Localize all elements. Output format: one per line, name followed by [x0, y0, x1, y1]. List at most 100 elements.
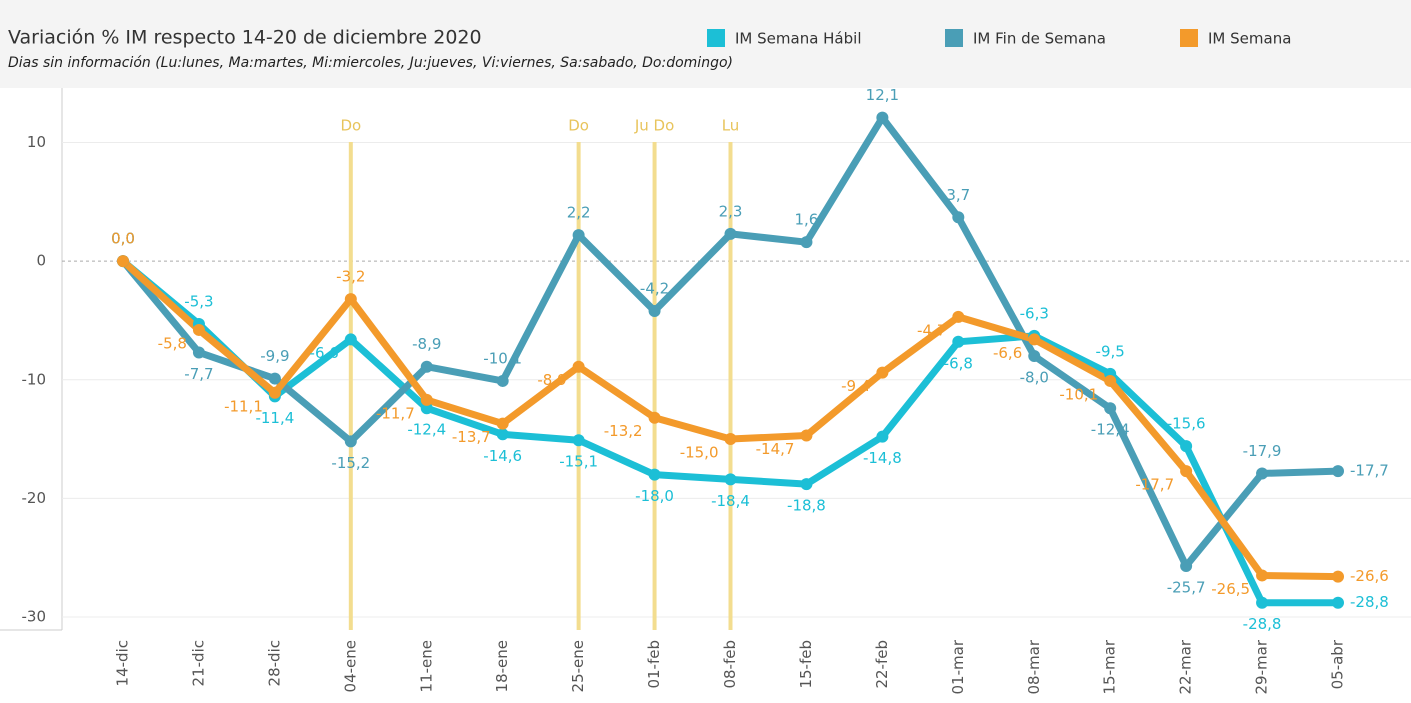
data-label: -4,2	[640, 279, 669, 297]
data-label: -13,7	[452, 428, 491, 446]
annotation-label: Ju Do	[634, 117, 674, 135]
data-label: -6,6	[310, 344, 339, 362]
data-label: 1,6	[795, 211, 819, 229]
data-label: -11,7	[376, 404, 415, 422]
point	[572, 229, 585, 242]
y-tick-label: 0	[36, 252, 46, 270]
legend-swatch	[707, 29, 725, 47]
annotation-label: Do	[568, 117, 589, 135]
x-tick-label: 11-ene	[417, 640, 435, 692]
point	[1028, 350, 1041, 363]
point	[1332, 570, 1344, 583]
point	[344, 333, 357, 346]
data-label: 12,1	[866, 86, 899, 104]
point	[648, 304, 661, 317]
data-label: -14,7	[756, 440, 795, 458]
y-tick-label: -30	[22, 607, 47, 625]
point	[496, 374, 509, 387]
point	[496, 417, 509, 430]
point	[1028, 333, 1041, 346]
data-label: -9,9	[260, 347, 289, 365]
point	[1104, 402, 1117, 415]
point	[800, 236, 813, 249]
data-label: -5,8	[158, 334, 187, 352]
data-label: 2,3	[719, 202, 743, 220]
point	[344, 293, 357, 306]
x-tick-label: 04-ene	[341, 640, 359, 692]
annotation-label: Do	[340, 117, 361, 135]
point	[724, 473, 737, 486]
data-label: -8,9	[412, 335, 441, 353]
data-label: -18,0	[635, 487, 674, 505]
point	[1180, 440, 1193, 453]
legend-label: IM Fin de Semana	[973, 30, 1106, 48]
point	[1332, 465, 1344, 478]
y-tick-label: 10	[27, 133, 46, 151]
point	[1256, 596, 1269, 609]
data-label: -10,1	[1059, 385, 1098, 403]
point	[800, 429, 813, 442]
data-label: -15,6	[1167, 415, 1206, 433]
data-label: -11,4	[255, 409, 294, 427]
data-label: -5,3	[184, 293, 213, 311]
point	[952, 211, 965, 224]
data-label: -10,1	[483, 349, 522, 367]
x-tick-label: 22-feb	[873, 640, 891, 689]
x-tick-label: 05-abr	[1329, 639, 1347, 689]
point	[420, 393, 433, 406]
point	[192, 346, 205, 359]
x-tick-label: 21-dic	[189, 640, 207, 686]
data-label: -14,6	[483, 447, 522, 465]
data-label: -7,7	[184, 365, 213, 383]
point	[344, 435, 357, 448]
x-tick-label: 15-mar	[1101, 639, 1119, 694]
point	[1180, 465, 1193, 478]
data-label: 3,7	[946, 186, 970, 204]
x-tick-label: 15-feb	[797, 640, 815, 689]
data-label: -15,0	[680, 444, 719, 462]
x-tick-label: 29-mar	[1253, 639, 1271, 694]
data-label: 0,0	[111, 230, 135, 248]
data-label: -17,7	[1350, 462, 1389, 480]
point	[117, 255, 129, 268]
point	[876, 430, 889, 443]
point	[1104, 374, 1117, 387]
point	[420, 402, 433, 415]
point	[268, 386, 281, 399]
data-label: -8,0	[1020, 369, 1049, 387]
data-label: -18,8	[787, 497, 826, 515]
point	[1256, 569, 1269, 582]
x-tick-label: 01-mar	[949, 639, 967, 694]
annotation-label: Lu	[722, 117, 740, 135]
data-label: -15,1	[559, 453, 598, 471]
point	[1256, 467, 1269, 480]
point	[192, 323, 205, 336]
legend-label: IM Semana	[1208, 30, 1291, 48]
data-label: -28,8	[1350, 593, 1389, 611]
data-label: -14,8	[863, 449, 902, 467]
data-label: -18,4	[711, 492, 750, 510]
header-band	[0, 0, 1411, 88]
x-tick-label: 08-mar	[1025, 639, 1043, 694]
x-tick-label: 08-feb	[721, 640, 739, 689]
data-label: -28,8	[1243, 615, 1282, 633]
x-tick-label: 22-mar	[1177, 639, 1195, 694]
point	[724, 433, 737, 446]
point	[572, 360, 585, 373]
data-label: -8,9	[537, 371, 566, 389]
data-label: -26,6	[1350, 567, 1389, 585]
data-label: -15,2	[331, 454, 370, 472]
data-label: -17,9	[1243, 442, 1282, 460]
point	[648, 411, 661, 424]
data-label: 0,0	[111, 230, 135, 248]
point	[1180, 559, 1193, 572]
point	[648, 468, 661, 481]
data-label: -12,4	[407, 421, 446, 439]
point	[572, 434, 585, 447]
point	[876, 111, 889, 124]
data-label: -11,1	[224, 397, 263, 415]
point	[952, 335, 965, 348]
data-label: -13,2	[604, 422, 643, 440]
data-label: -26,5	[1211, 580, 1250, 598]
